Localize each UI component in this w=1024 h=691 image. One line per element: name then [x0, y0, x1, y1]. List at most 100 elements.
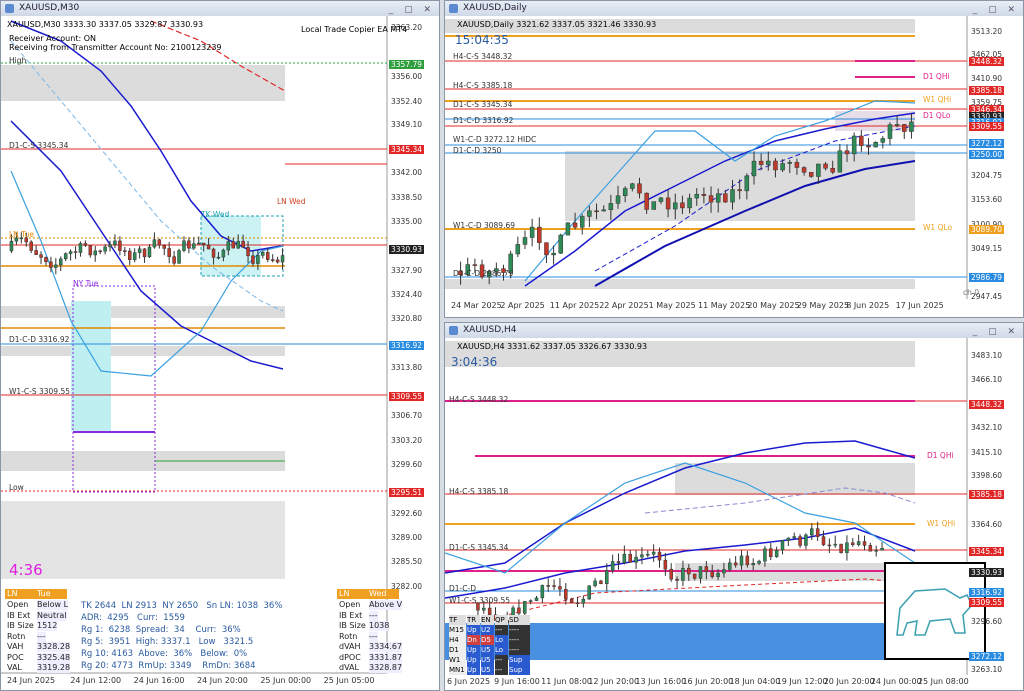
candle-body	[98, 250, 102, 253]
level-label: High	[9, 56, 27, 65]
panel-cell: Open	[7, 600, 29, 609]
candle-body	[856, 541, 861, 546]
date-label: 13 Jun 16:00	[635, 677, 687, 686]
price-label: 3272.12	[969, 139, 1005, 149]
level-label: W1-C-D 3272.12 HIDC	[453, 135, 537, 144]
date-label: 18 Jun 04:00	[729, 677, 781, 686]
level-label: D1-C-D	[449, 584, 476, 593]
panel-cell: VAH	[7, 642, 24, 651]
level-label: W1 QHi	[923, 95, 952, 104]
price-label: 3448.32	[969, 400, 1005, 410]
candle-body	[565, 222, 571, 236]
candle-body	[823, 163, 828, 169]
moving-average	[10, 120, 284, 370]
price-label: 3292.60	[391, 508, 423, 518]
stats-line: Rg 10: 4163 Above: 36% Below: 0%	[81, 649, 248, 659]
candle-body	[529, 226, 535, 238]
window-buttons[interactable]: _ ▢ ✕	[972, 5, 1019, 15]
level-label: D1-C-S 3345.34	[453, 100, 513, 109]
window-buttons[interactable]: _ ▢ ✕	[972, 327, 1019, 337]
candle-body	[798, 536, 802, 546]
candle-body	[128, 250, 132, 260]
candle-body	[866, 145, 871, 148]
candle-body	[486, 271, 492, 278]
panel-cell: VAL	[7, 663, 22, 672]
level-label: D1 QHi	[923, 72, 950, 81]
candle-body	[810, 528, 814, 536]
zone	[1, 306, 285, 318]
table-cell: Up	[467, 665, 480, 675]
price-label: 3338.50	[391, 192, 423, 202]
price-label: 3324.40	[391, 289, 423, 299]
stats-line: TK 2644 LN 2913 NY 2650 Sn LN: 1038 36%	[81, 601, 283, 611]
candle-body	[763, 548, 767, 562]
price-label: 3345.34	[969, 547, 1005, 557]
candle-body	[851, 542, 855, 546]
price-label: 3357.79	[389, 59, 425, 69]
candle-body	[894, 124, 900, 126]
price-label: 3263.10	[971, 664, 1003, 674]
candle-body	[482, 607, 486, 611]
title-bar[interactable]: XAUUSD,Daily _ ▢ ✕	[445, 1, 1023, 16]
title-bar[interactable]: XAUUSD,M30 _ ▢ ✕	[1, 1, 439, 16]
candle-body	[816, 163, 821, 177]
ea-name: Local Trade Copier EA MT4	[301, 25, 408, 34]
candle-body	[68, 251, 73, 254]
candle-body	[246, 247, 250, 257]
price-label: 3204.75	[971, 170, 1003, 180]
candle-body	[167, 248, 171, 257]
candle-body	[34, 250, 38, 255]
table-cell: Up	[467, 655, 480, 665]
candle-body	[821, 536, 826, 546]
table-cell: Up	[467, 625, 480, 635]
candle-body	[739, 555, 744, 566]
level-label: D1-C-D 3316.92	[9, 335, 70, 344]
candle-body	[44, 257, 48, 263]
level-label: D1-C-D 3316.92	[453, 116, 514, 125]
candle-body	[615, 195, 621, 204]
candle-body	[546, 585, 550, 587]
price-label: 3335.00	[391, 216, 423, 226]
candle-body	[665, 197, 671, 210]
panel-cell: IB Size	[339, 621, 366, 630]
range-box	[72, 285, 156, 493]
server-clock: 3:04:36	[451, 355, 498, 369]
table-cell: ----	[509, 625, 530, 635]
window-buttons[interactable]: _ ▢ ✕	[388, 5, 435, 15]
window-title: XAUUSD,M30	[19, 3, 80, 13]
candle-body	[801, 167, 807, 173]
candle-body	[773, 160, 778, 171]
date-label: 2 Apr 2025	[500, 301, 545, 310]
candle-body	[710, 571, 714, 578]
candle-body	[827, 544, 832, 547]
candle-body	[256, 255, 260, 264]
candle-body	[751, 563, 755, 566]
price-label: 3462.05	[971, 50, 1003, 60]
candle-body	[137, 248, 142, 253]
candle-body	[152, 239, 157, 248]
price-label: 3289.00	[391, 533, 423, 543]
price-label: 3345.34	[389, 145, 425, 155]
candle-body	[880, 138, 886, 143]
price-label: 3309.55	[969, 121, 1005, 131]
panel-cell: 3328.28	[37, 642, 71, 652]
daily-window: XAUUSD,Daily _ ▢ ✕ 3513.20 3462.05 3448.32 3…	[444, 0, 1024, 318]
table-header: TF	[449, 615, 466, 625]
candle-body	[19, 237, 24, 240]
candle-body	[601, 209, 606, 212]
panel-cell: 3331.87	[369, 652, 403, 663]
candle-body	[226, 241, 231, 251]
candle-body	[830, 168, 835, 173]
candle-body	[794, 162, 800, 168]
candle-body	[757, 560, 761, 564]
candle-body	[774, 549, 779, 558]
title-bar[interactable]: XAUUSD,H4 _ ▢ ✕	[445, 323, 1023, 338]
candle-body	[658, 197, 664, 202]
candle-body	[766, 160, 771, 165]
table-cell: D5	[481, 635, 494, 645]
candle-body	[868, 545, 873, 552]
level-label: D1 QHi	[927, 451, 954, 460]
panel-cell: Neutral	[37, 610, 67, 621]
panel-cell: Open	[339, 600, 361, 609]
